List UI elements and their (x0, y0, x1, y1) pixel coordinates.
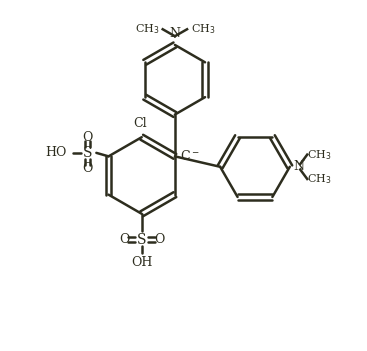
Text: N: N (293, 160, 304, 173)
Text: Cl: Cl (133, 117, 147, 130)
Text: CH$_3$: CH$_3$ (135, 22, 159, 36)
Text: CH$_3$: CH$_3$ (307, 172, 332, 186)
Text: O: O (83, 131, 93, 144)
Text: N: N (170, 27, 181, 40)
Text: O: O (119, 233, 130, 246)
Text: CH$_3$: CH$_3$ (307, 148, 332, 161)
Text: OH: OH (131, 256, 152, 269)
Text: O: O (83, 162, 93, 175)
Text: S: S (83, 146, 92, 160)
Text: C$^-$: C$^-$ (180, 149, 200, 163)
Text: O: O (154, 233, 164, 246)
Text: HO: HO (46, 146, 67, 159)
Text: S: S (137, 233, 146, 247)
Text: CH$_3$: CH$_3$ (190, 22, 215, 36)
